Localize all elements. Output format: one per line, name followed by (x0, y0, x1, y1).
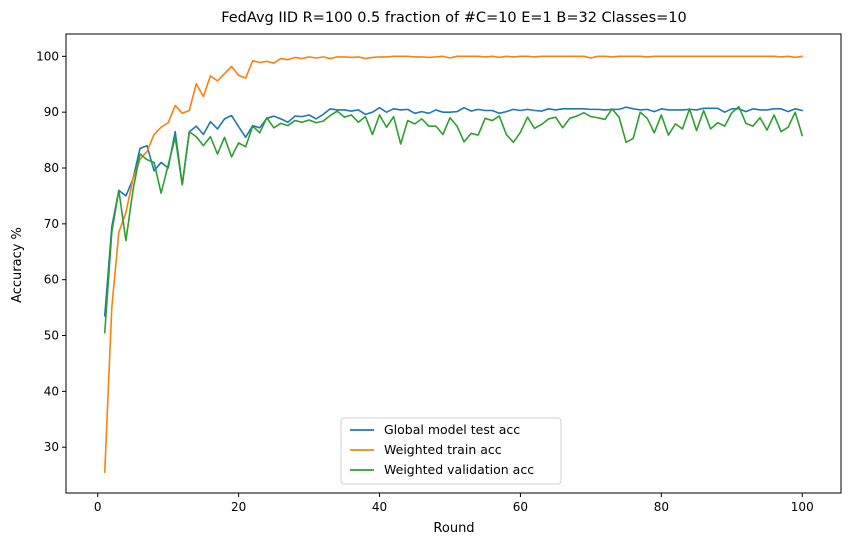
series-group (103, 55, 804, 474)
x-axis-ticks: 0 20 40 60 80 100 (94, 493, 814, 514)
x-tick-label: 60 (513, 500, 528, 514)
legend-label-validation: Weighted validation acc (384, 462, 534, 477)
y-tick-label: 100 (36, 49, 59, 63)
series-line-test-acc (103, 106, 804, 317)
plot-frame (65, 33, 842, 494)
x-tick-label: 80 (654, 500, 669, 514)
x-tick-label: 40 (372, 500, 387, 514)
y-tick-label: 60 (44, 273, 59, 287)
legend-label-test: Global model test acc (384, 422, 520, 437)
y-tick-label: 90 (44, 105, 59, 119)
y-tick-label: 80 (44, 161, 59, 175)
y-axis-ticks: 30 40 50 60 70 80 90 100 (36, 49, 66, 454)
y-tick-label: 40 (44, 384, 59, 398)
legend: Global model test acc Weighted train acc… (340, 417, 562, 485)
x-tick-label: 0 (94, 500, 102, 514)
legend-box (340, 417, 562, 485)
y-tick-label: 50 (44, 329, 59, 343)
chart-title: FedAvg IID R=100 0.5 fraction of #C=10 E… (221, 10, 687, 26)
y-axis-label: Accuracy % (10, 227, 25, 303)
series-line-validation-acc (103, 105, 804, 334)
x-tick-label: 100 (791, 500, 814, 514)
x-tick-label: 20 (231, 500, 246, 514)
y-tick-label: 70 (44, 217, 59, 231)
series-line-train-acc (103, 55, 804, 474)
y-tick-label: 30 (44, 440, 59, 454)
legend-label-train: Weighted train acc (384, 442, 502, 457)
x-axis-label: Round (433, 521, 474, 536)
